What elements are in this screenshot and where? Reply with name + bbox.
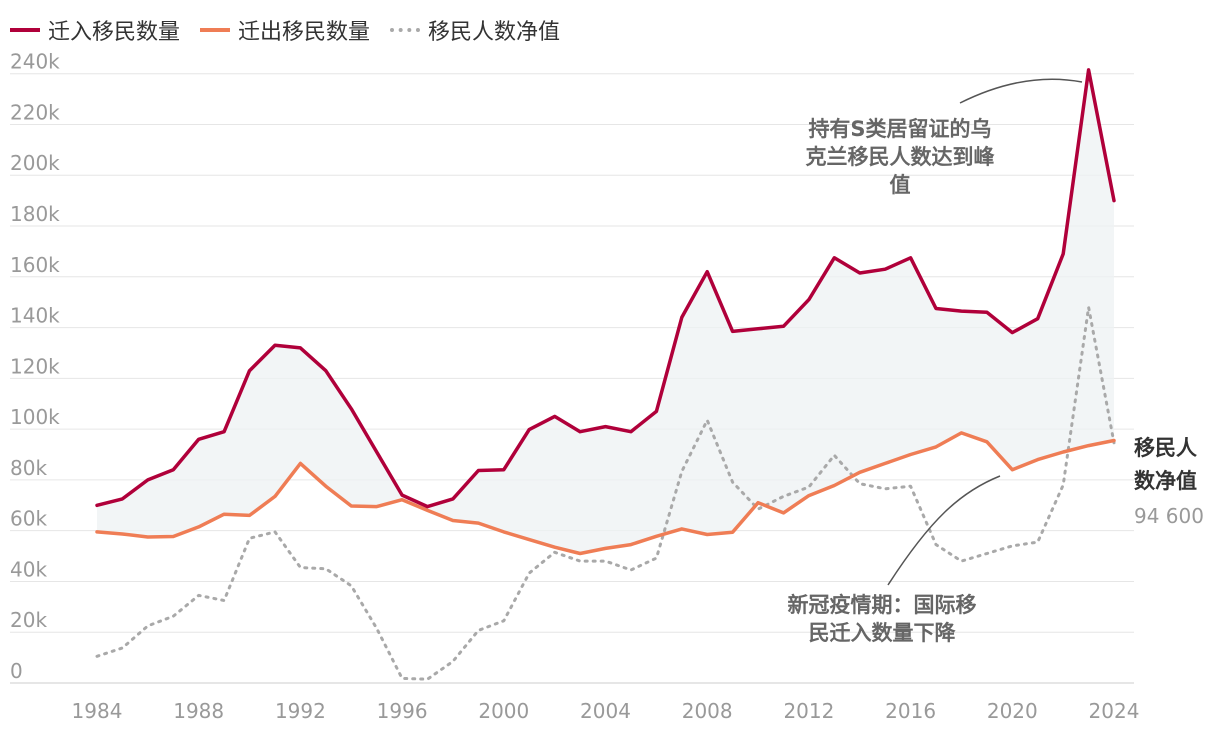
y-tick-label: 60k	[10, 507, 47, 531]
y-tick-label: 220k	[10, 100, 60, 124]
series-line-immigration	[95, 68, 1116, 509]
end-label-text: 数净值	[1134, 469, 1197, 493]
legend-swatch-immigration	[10, 28, 40, 32]
end-label-group: 移民人数净值 94 600	[1134, 436, 1204, 528]
annotation-peak-leader	[959, 78, 1083, 104]
area-between-series	[97, 69, 1114, 554]
x-tick-label: 1996	[377, 699, 428, 723]
legend-label-emigration: 迁出移民数量	[238, 20, 371, 45]
annotation-covid-text: 民迁入数量下降	[809, 621, 957, 645]
x-tick-label: 2016	[885, 699, 936, 723]
annotation-covid-text: 新冠疫情期：国际移	[788, 593, 977, 617]
y-tick-label: 200k	[10, 151, 60, 175]
x-axis-ticks: 1984 1988 1992 1996 2000 2004 2008 2012 2016 2020…	[72, 699, 1140, 723]
annotation-peak-text: 克兰移民人数达到峰	[806, 145, 995, 169]
x-tick-label: 2012	[783, 699, 834, 723]
gap-area	[97, 69, 1114, 554]
y-tick-label: 0	[10, 659, 23, 683]
end-label-value: 94 600	[1134, 504, 1204, 528]
series-lines	[95, 68, 1116, 681]
x-tick-label: 2024	[1089, 699, 1140, 723]
series-line-emigration	[95, 431, 1116, 556]
annotation-peak-text: 持有S类居留证的乌	[808, 117, 991, 141]
series-line-net	[95, 305, 1116, 681]
y-tick-label: 140k	[10, 304, 60, 328]
legend-swatch-net	[390, 28, 421, 32]
y-tick-label: 240k	[10, 50, 60, 74]
legend-label-immigration: 迁入移民数量	[48, 20, 181, 45]
legend-item-emigration: 迁出移民数量	[200, 14, 370, 46]
x-tick-label: 2008	[682, 699, 733, 723]
x-tick-label: 2004	[580, 699, 631, 723]
y-tick-label: 160k	[10, 253, 60, 277]
end-label-text: 移民人	[1134, 436, 1197, 460]
y-tick-label: 100k	[10, 405, 60, 429]
annotation-covid-leader	[887, 475, 1001, 586]
y-tick-label: 40k	[10, 557, 47, 581]
x-tick-label: 1992	[275, 699, 326, 723]
legend: 迁入移民数量 迁出移民数量 移民人数净值	[10, 14, 560, 46]
x-tick-label: 1988	[173, 699, 224, 723]
y-tick-label: 180k	[10, 202, 60, 226]
x-tick-label: 2000	[478, 699, 529, 723]
legend-item-net: 移民人数净值	[390, 14, 560, 46]
y-tick-label: 20k	[10, 608, 47, 632]
x-tick-label: 2020	[987, 699, 1038, 723]
x-tick-label: 1984	[72, 699, 123, 723]
y-axis-ticks: 0 20k 40k 60k 80k 100k 120k 140k 160k 180k 200k 220…	[10, 50, 60, 683]
legend-item-immigration: 迁入移民数量	[10, 14, 180, 46]
y-tick-label: 80k	[10, 456, 47, 480]
legend-label-net: 移民人数净值	[428, 20, 561, 45]
legend-swatch-emigration	[200, 28, 231, 32]
y-tick-label: 120k	[10, 354, 60, 378]
annotation-peak-text: 值	[890, 173, 911, 197]
